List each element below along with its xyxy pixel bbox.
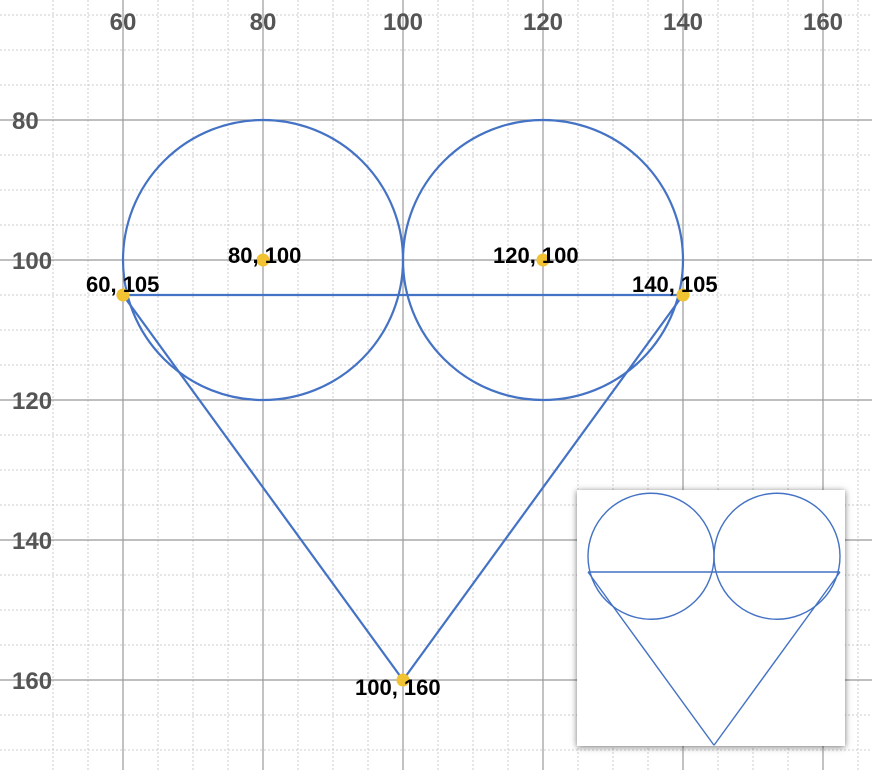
heart-shape [121,118,685,681]
y-tick-label: 80 [12,108,39,135]
segment [122,294,404,681]
circle [401,118,685,402]
preview-segment [587,571,715,746]
point-marker [536,253,550,267]
preview-inset [577,490,845,746]
x-tick-label: 120 [523,9,563,36]
heart-preview [587,492,841,746]
point-labels: 80, 100 120, 100 60, 105 140, 105 100, 160 [86,243,718,700]
point-label: 100, 160 [355,675,441,700]
x-tick-label: 140 [663,9,703,36]
labeled-points [116,253,690,687]
preview-circle [713,492,841,620]
point-label: 120, 100 [493,243,579,268]
point-label: 140, 105 [632,272,718,297]
point-marker [116,288,130,302]
y-tick-label: 120 [12,388,52,415]
preview-circle [587,492,715,620]
point-marker [676,288,690,302]
segment [402,294,684,681]
x-tick-label: 80 [250,9,277,36]
preview-segment [713,571,841,746]
x-tick-label: 60 [110,9,137,36]
point-marker [396,673,410,687]
axis-ticks: 60 80 100 120 140 160 80 100 120 140 160 [12,9,843,695]
x-tick-label: 160 [803,9,843,36]
y-tick-label: 160 [12,668,52,695]
point-label: 80, 100 [228,243,301,268]
point-marker [256,253,270,267]
y-tick-label: 100 [12,248,52,275]
point-label: 60, 105 [86,272,159,297]
y-tick-label: 140 [12,528,52,555]
x-tick-label: 100 [383,9,423,36]
